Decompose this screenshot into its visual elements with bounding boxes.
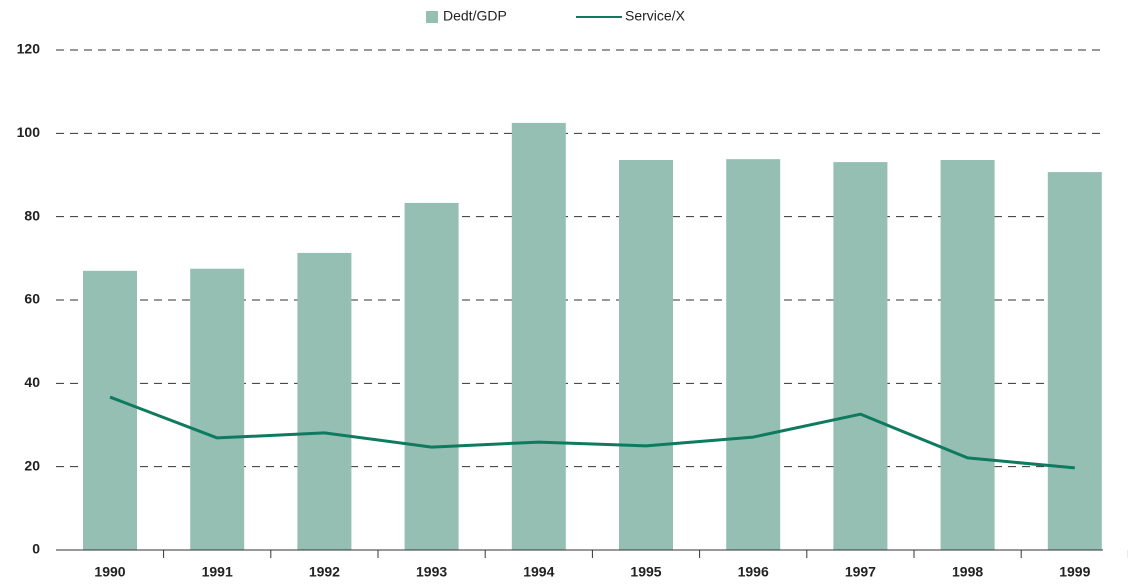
x-tick-label: 1992 xyxy=(309,564,340,580)
y-tick-label: 120 xyxy=(17,41,41,57)
bar xyxy=(726,159,781,550)
x-tick-label: 1995 xyxy=(630,564,661,580)
y-tick-label: 100 xyxy=(17,124,41,140)
x-tick-label: 1997 xyxy=(845,564,876,580)
line-series xyxy=(109,395,1075,470)
y-tick-label: 20 xyxy=(24,457,40,473)
bar xyxy=(833,162,888,551)
bar xyxy=(404,202,459,550)
bar xyxy=(1047,172,1102,551)
bar xyxy=(297,252,352,550)
bar xyxy=(619,160,673,550)
x-tick-label: 1993 xyxy=(416,564,447,580)
x-tick-label: 1994 xyxy=(523,564,554,580)
x-tick-label: 1990 xyxy=(94,564,125,580)
y-tick-label: 0 xyxy=(32,541,40,557)
x-tick-label: 1998 xyxy=(952,564,983,580)
bar xyxy=(190,268,245,550)
y-tick-label: 80 xyxy=(24,207,40,223)
x-tick-label: 1999 xyxy=(1059,564,1090,580)
legend-swatch xyxy=(426,11,438,23)
x-tick-label: 1996 xyxy=(738,564,769,580)
bar xyxy=(83,270,137,550)
y-tick-label: 40 xyxy=(24,374,40,390)
x-tick-label: 1991 xyxy=(202,564,233,580)
bar xyxy=(511,122,566,551)
legend-label: Dedt/GDP xyxy=(443,8,507,24)
bar xyxy=(940,160,995,550)
y-tick-label: 60 xyxy=(24,291,40,307)
legend-label: Service/X xyxy=(625,8,686,24)
